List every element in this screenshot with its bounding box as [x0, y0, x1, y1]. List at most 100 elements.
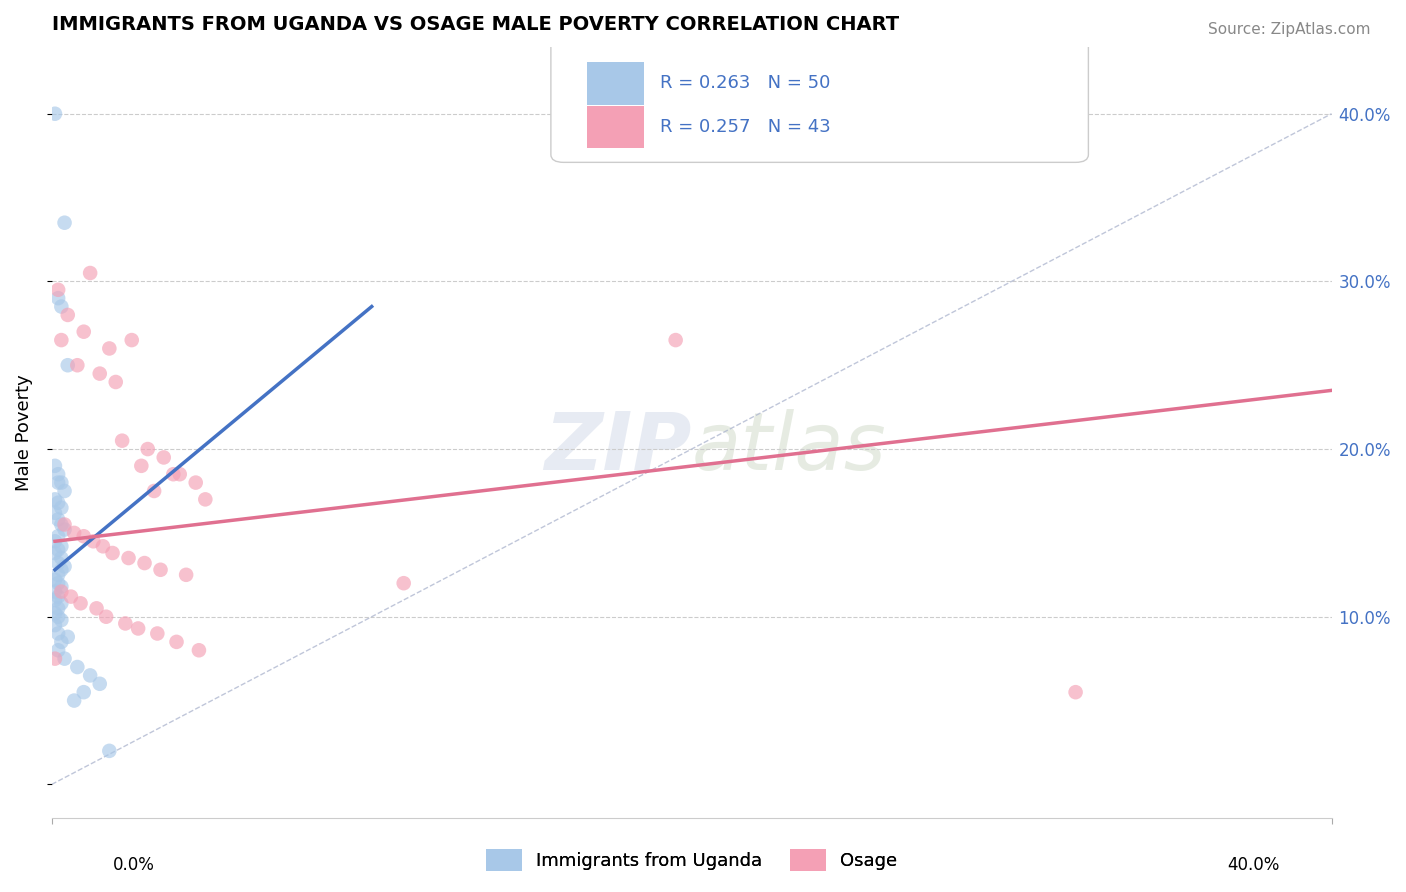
Point	[89, 367, 111, 381]
Point	[51, 551, 73, 566]
Point	[79, 266, 101, 280]
Point	[51, 596, 73, 610]
Point	[53, 559, 76, 574]
Point	[143, 483, 166, 498]
Point	[46, 291, 69, 305]
Point	[169, 467, 191, 482]
Point	[73, 529, 96, 543]
Point	[51, 613, 73, 627]
Point	[73, 325, 96, 339]
Point	[131, 458, 153, 473]
Point	[117, 551, 139, 566]
Point	[194, 492, 217, 507]
Point	[146, 626, 169, 640]
FancyBboxPatch shape	[586, 106, 644, 148]
Point	[104, 375, 127, 389]
Point	[56, 308, 79, 322]
Text: 0.0%: 0.0%	[112, 856, 155, 874]
Point	[44, 492, 66, 507]
Point	[46, 542, 69, 557]
Point	[46, 475, 69, 490]
Point	[136, 442, 159, 456]
Point	[46, 626, 69, 640]
Point	[1064, 685, 1087, 699]
Point	[392, 576, 415, 591]
Point	[98, 744, 121, 758]
Legend: Immigrants from Uganda, Osage: Immigrants from Uganda, Osage	[478, 842, 904, 879]
Point	[44, 107, 66, 121]
Point	[152, 450, 174, 465]
Point	[53, 216, 76, 230]
Point	[94, 609, 117, 624]
Point	[121, 333, 143, 347]
Point	[127, 622, 149, 636]
Point	[46, 567, 69, 582]
Point	[111, 434, 134, 448]
Point	[46, 590, 69, 604]
Point	[66, 358, 89, 372]
Text: IMMIGRANTS FROM UGANDA VS OSAGE MALE POVERTY CORRELATION CHART: IMMIGRANTS FROM UGANDA VS OSAGE MALE POV…	[52, 15, 898, 34]
Point	[51, 333, 73, 347]
Point	[44, 618, 66, 632]
Point	[89, 677, 111, 691]
FancyBboxPatch shape	[586, 62, 644, 104]
Point	[51, 580, 73, 594]
Point	[44, 607, 66, 621]
Point	[44, 593, 66, 607]
Point	[665, 333, 688, 347]
Text: atlas: atlas	[692, 409, 886, 487]
Point	[44, 506, 66, 520]
Text: R = 0.257   N = 43: R = 0.257 N = 43	[659, 118, 831, 136]
Point	[46, 283, 69, 297]
Point	[53, 483, 76, 498]
Point	[46, 601, 69, 615]
Point	[44, 546, 66, 560]
Point	[63, 693, 86, 707]
Point	[46, 467, 69, 482]
Point	[66, 660, 89, 674]
Point	[101, 546, 124, 560]
Point	[44, 573, 66, 587]
Point	[56, 630, 79, 644]
Point	[46, 609, 69, 624]
Point	[149, 563, 172, 577]
Point	[91, 539, 114, 553]
Point	[63, 525, 86, 540]
Point	[46, 496, 69, 510]
Text: ZIP: ZIP	[544, 409, 692, 487]
Point	[73, 685, 96, 699]
Point	[184, 475, 207, 490]
Point	[166, 635, 188, 649]
Point	[82, 534, 104, 549]
Text: Source: ZipAtlas.com: Source: ZipAtlas.com	[1208, 22, 1371, 37]
Point	[46, 529, 69, 543]
Point	[44, 651, 66, 665]
Point	[53, 651, 76, 665]
Point	[69, 596, 91, 610]
Point	[53, 523, 76, 537]
Text: R = 0.263   N = 50: R = 0.263 N = 50	[659, 74, 830, 92]
Point	[44, 584, 66, 599]
Point	[134, 556, 156, 570]
Point	[174, 567, 197, 582]
Point	[44, 534, 66, 549]
Point	[187, 643, 209, 657]
Point	[56, 358, 79, 372]
Point	[98, 342, 121, 356]
Point	[114, 616, 136, 631]
Point	[46, 576, 69, 591]
Point	[51, 539, 73, 553]
Point	[162, 467, 184, 482]
Point	[53, 517, 76, 532]
FancyBboxPatch shape	[551, 39, 1088, 162]
Point	[59, 590, 82, 604]
Point	[51, 563, 73, 577]
Point	[46, 556, 69, 570]
Point	[46, 512, 69, 526]
Point	[51, 584, 73, 599]
Point	[51, 517, 73, 532]
Point	[86, 601, 108, 615]
Text: 40.0%: 40.0%	[1227, 856, 1279, 874]
Point	[51, 475, 73, 490]
Point	[46, 643, 69, 657]
